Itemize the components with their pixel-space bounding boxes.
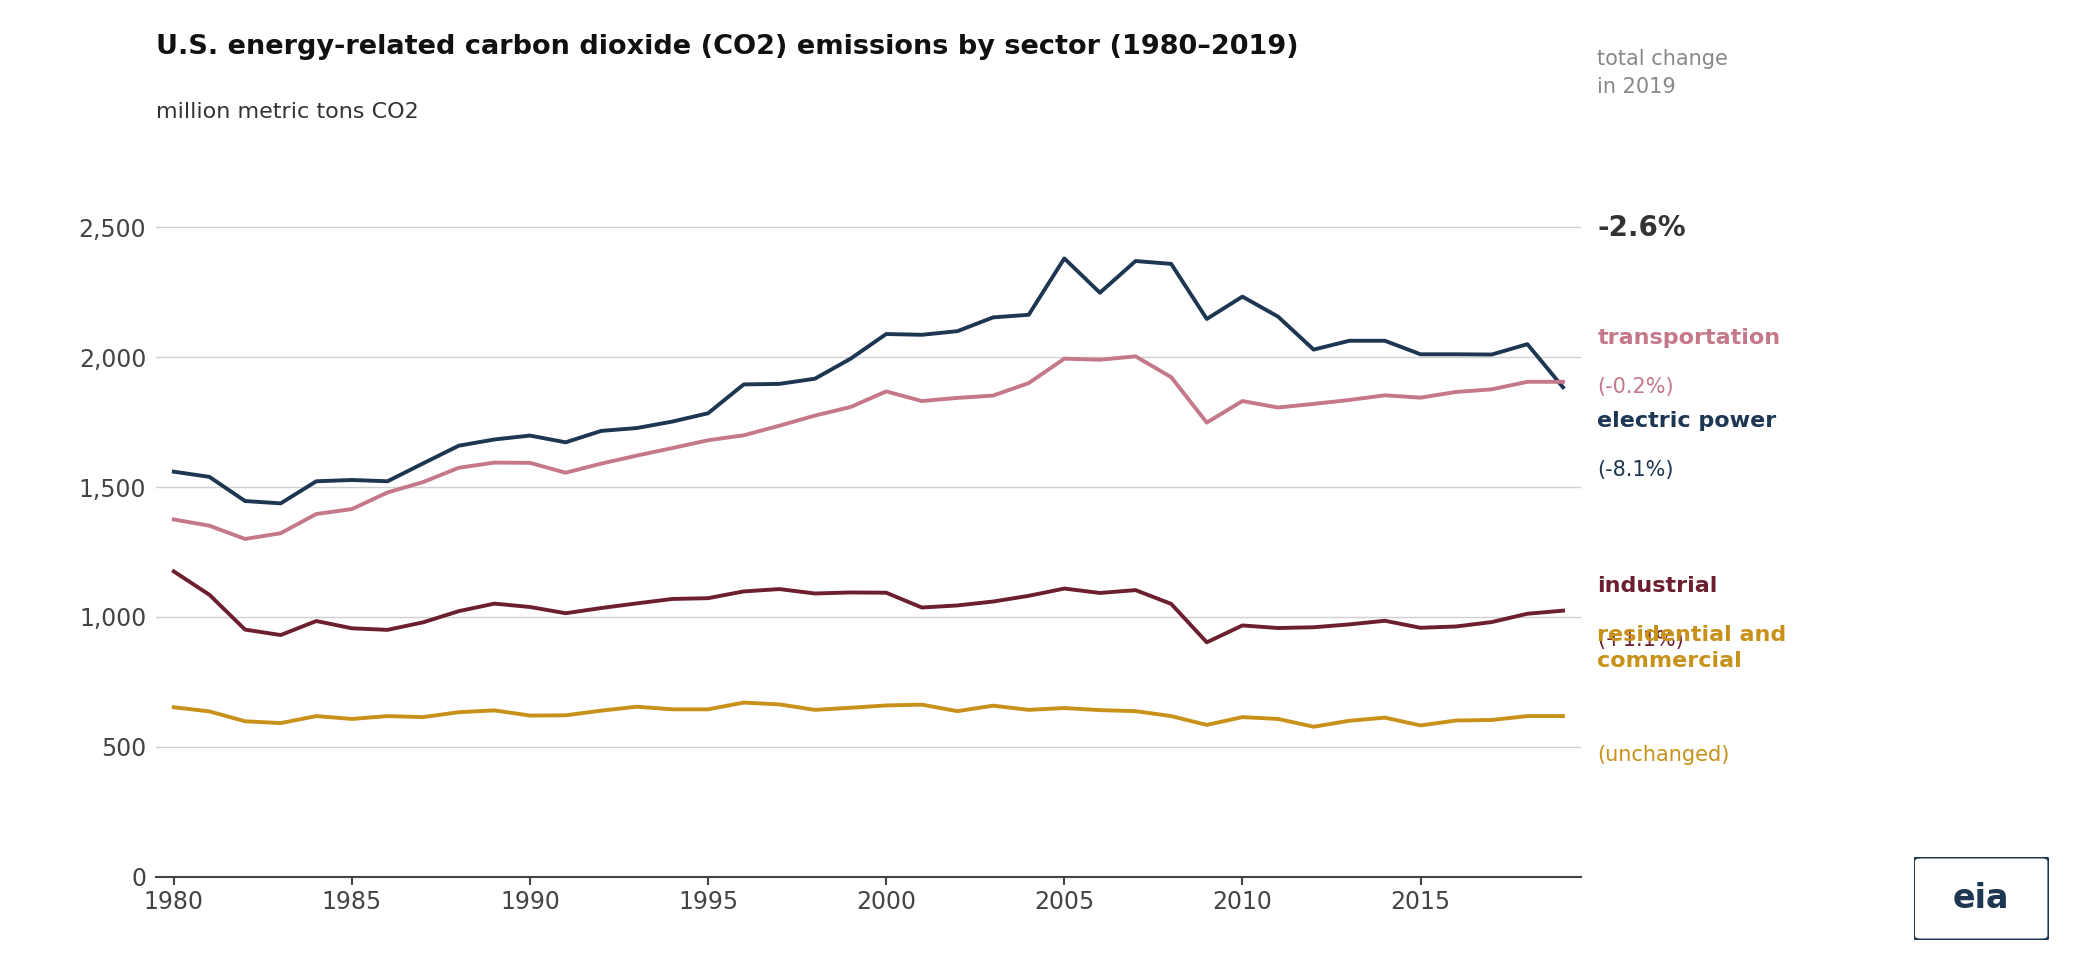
Text: -2.6%: -2.6%	[1597, 214, 1687, 243]
Text: U.S. energy-related carbon dioxide (CO2) emissions by sector (1980–2019): U.S. energy-related carbon dioxide (CO2)…	[156, 34, 1298, 60]
Text: transportation: transportation	[1597, 328, 1780, 348]
Text: electric power: electric power	[1597, 411, 1776, 431]
Text: (+1.1%): (+1.1%)	[1597, 630, 1685, 650]
Text: (-0.2%): (-0.2%)	[1597, 377, 1674, 396]
Text: million metric tons CO2: million metric tons CO2	[156, 102, 418, 123]
Text: (-8.1%): (-8.1%)	[1597, 460, 1674, 480]
Text: total change
in 2019: total change in 2019	[1597, 49, 1728, 96]
Text: eia: eia	[1953, 882, 2009, 915]
Text: (unchanged): (unchanged)	[1597, 745, 1731, 765]
Text: industrial: industrial	[1597, 577, 1718, 596]
FancyBboxPatch shape	[1914, 857, 2049, 940]
Text: residential and
commercial: residential and commercial	[1597, 624, 1787, 671]
